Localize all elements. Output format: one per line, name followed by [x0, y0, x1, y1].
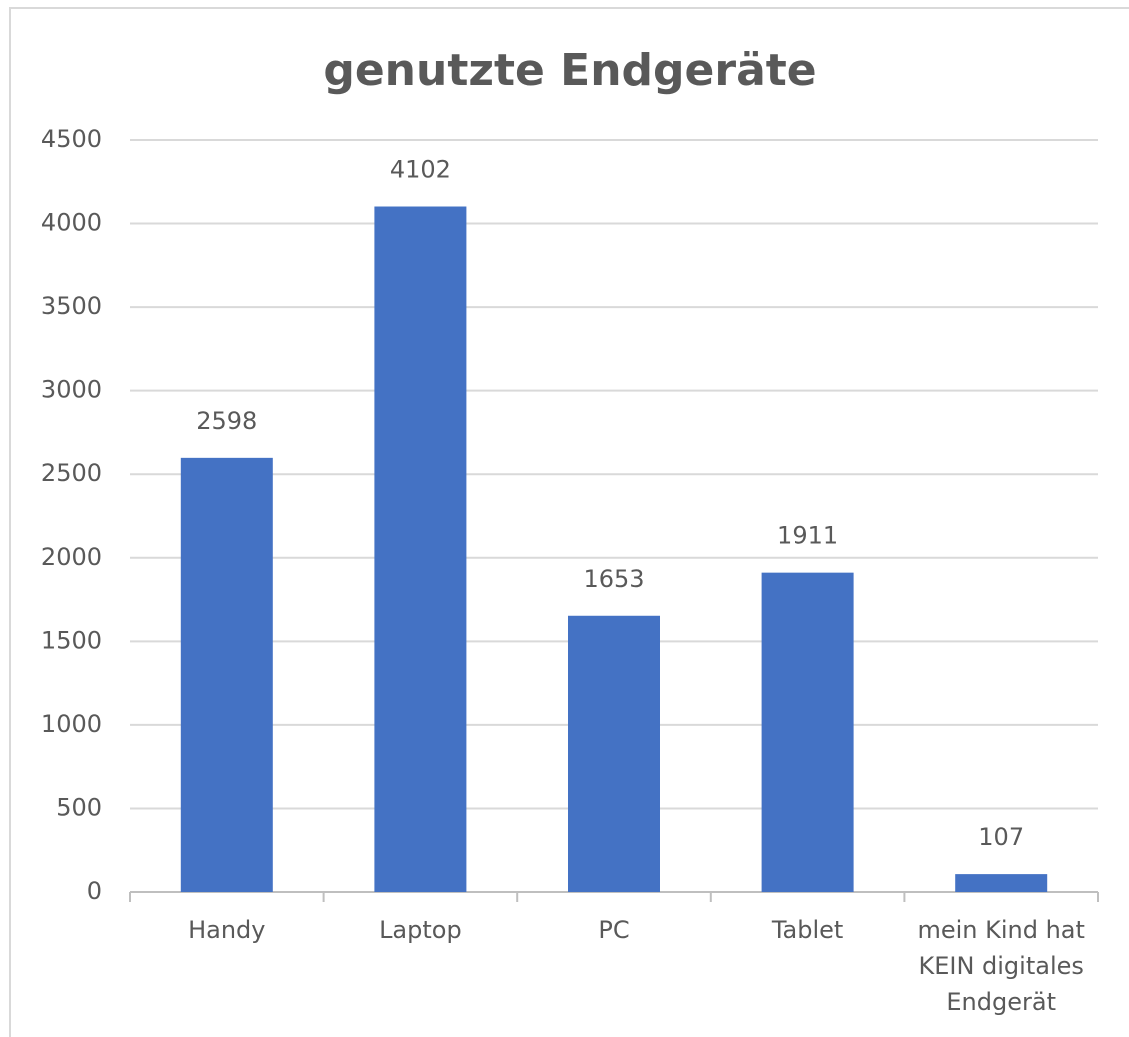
data-label: 1911 — [777, 522, 838, 550]
bar — [374, 206, 467, 892]
bar — [568, 615, 660, 892]
y-tick-label: 4000 — [41, 209, 102, 237]
x-tick-label-box: Laptop — [379, 916, 462, 944]
bar — [761, 572, 854, 892]
y-tick-label: 1500 — [41, 626, 102, 654]
x-tick-label-box: mein Kind hat KEIN digitales Endgerät — [917, 916, 1085, 1016]
x-tick-label: Tablet — [771, 916, 844, 944]
chart-title: genutzte Endgeräte — [323, 45, 816, 96]
y-tick-label: 3500 — [41, 292, 102, 320]
x-tick-label: Laptop — [379, 916, 462, 944]
x-tick-label: Handy — [188, 916, 266, 944]
x-tick-label-box: Tablet — [771, 916, 844, 944]
x-tick-label: mein Kind hat KEIN digitales Endgerät — [917, 916, 1085, 1016]
x-tick-label-box: PC — [598, 916, 630, 944]
y-tick-label: 3000 — [41, 376, 102, 404]
data-label: 107 — [978, 823, 1024, 851]
y-tick-label: 2500 — [41, 459, 102, 487]
y-tick-label: 4500 — [41, 125, 102, 153]
x-tick-label: PC — [598, 916, 630, 944]
y-tick-label: 0 — [87, 877, 102, 905]
data-label: 1653 — [583, 565, 644, 593]
data-label: 4102 — [390, 156, 451, 184]
data-label: 2598 — [196, 407, 257, 435]
x-tick-label-box: Handy — [188, 916, 266, 944]
y-tick-label: 2000 — [41, 543, 102, 571]
bar — [180, 457, 273, 892]
bar — [955, 874, 1048, 892]
y-tick-label: 1000 — [41, 710, 102, 738]
y-tick-label: 500 — [56, 793, 102, 821]
